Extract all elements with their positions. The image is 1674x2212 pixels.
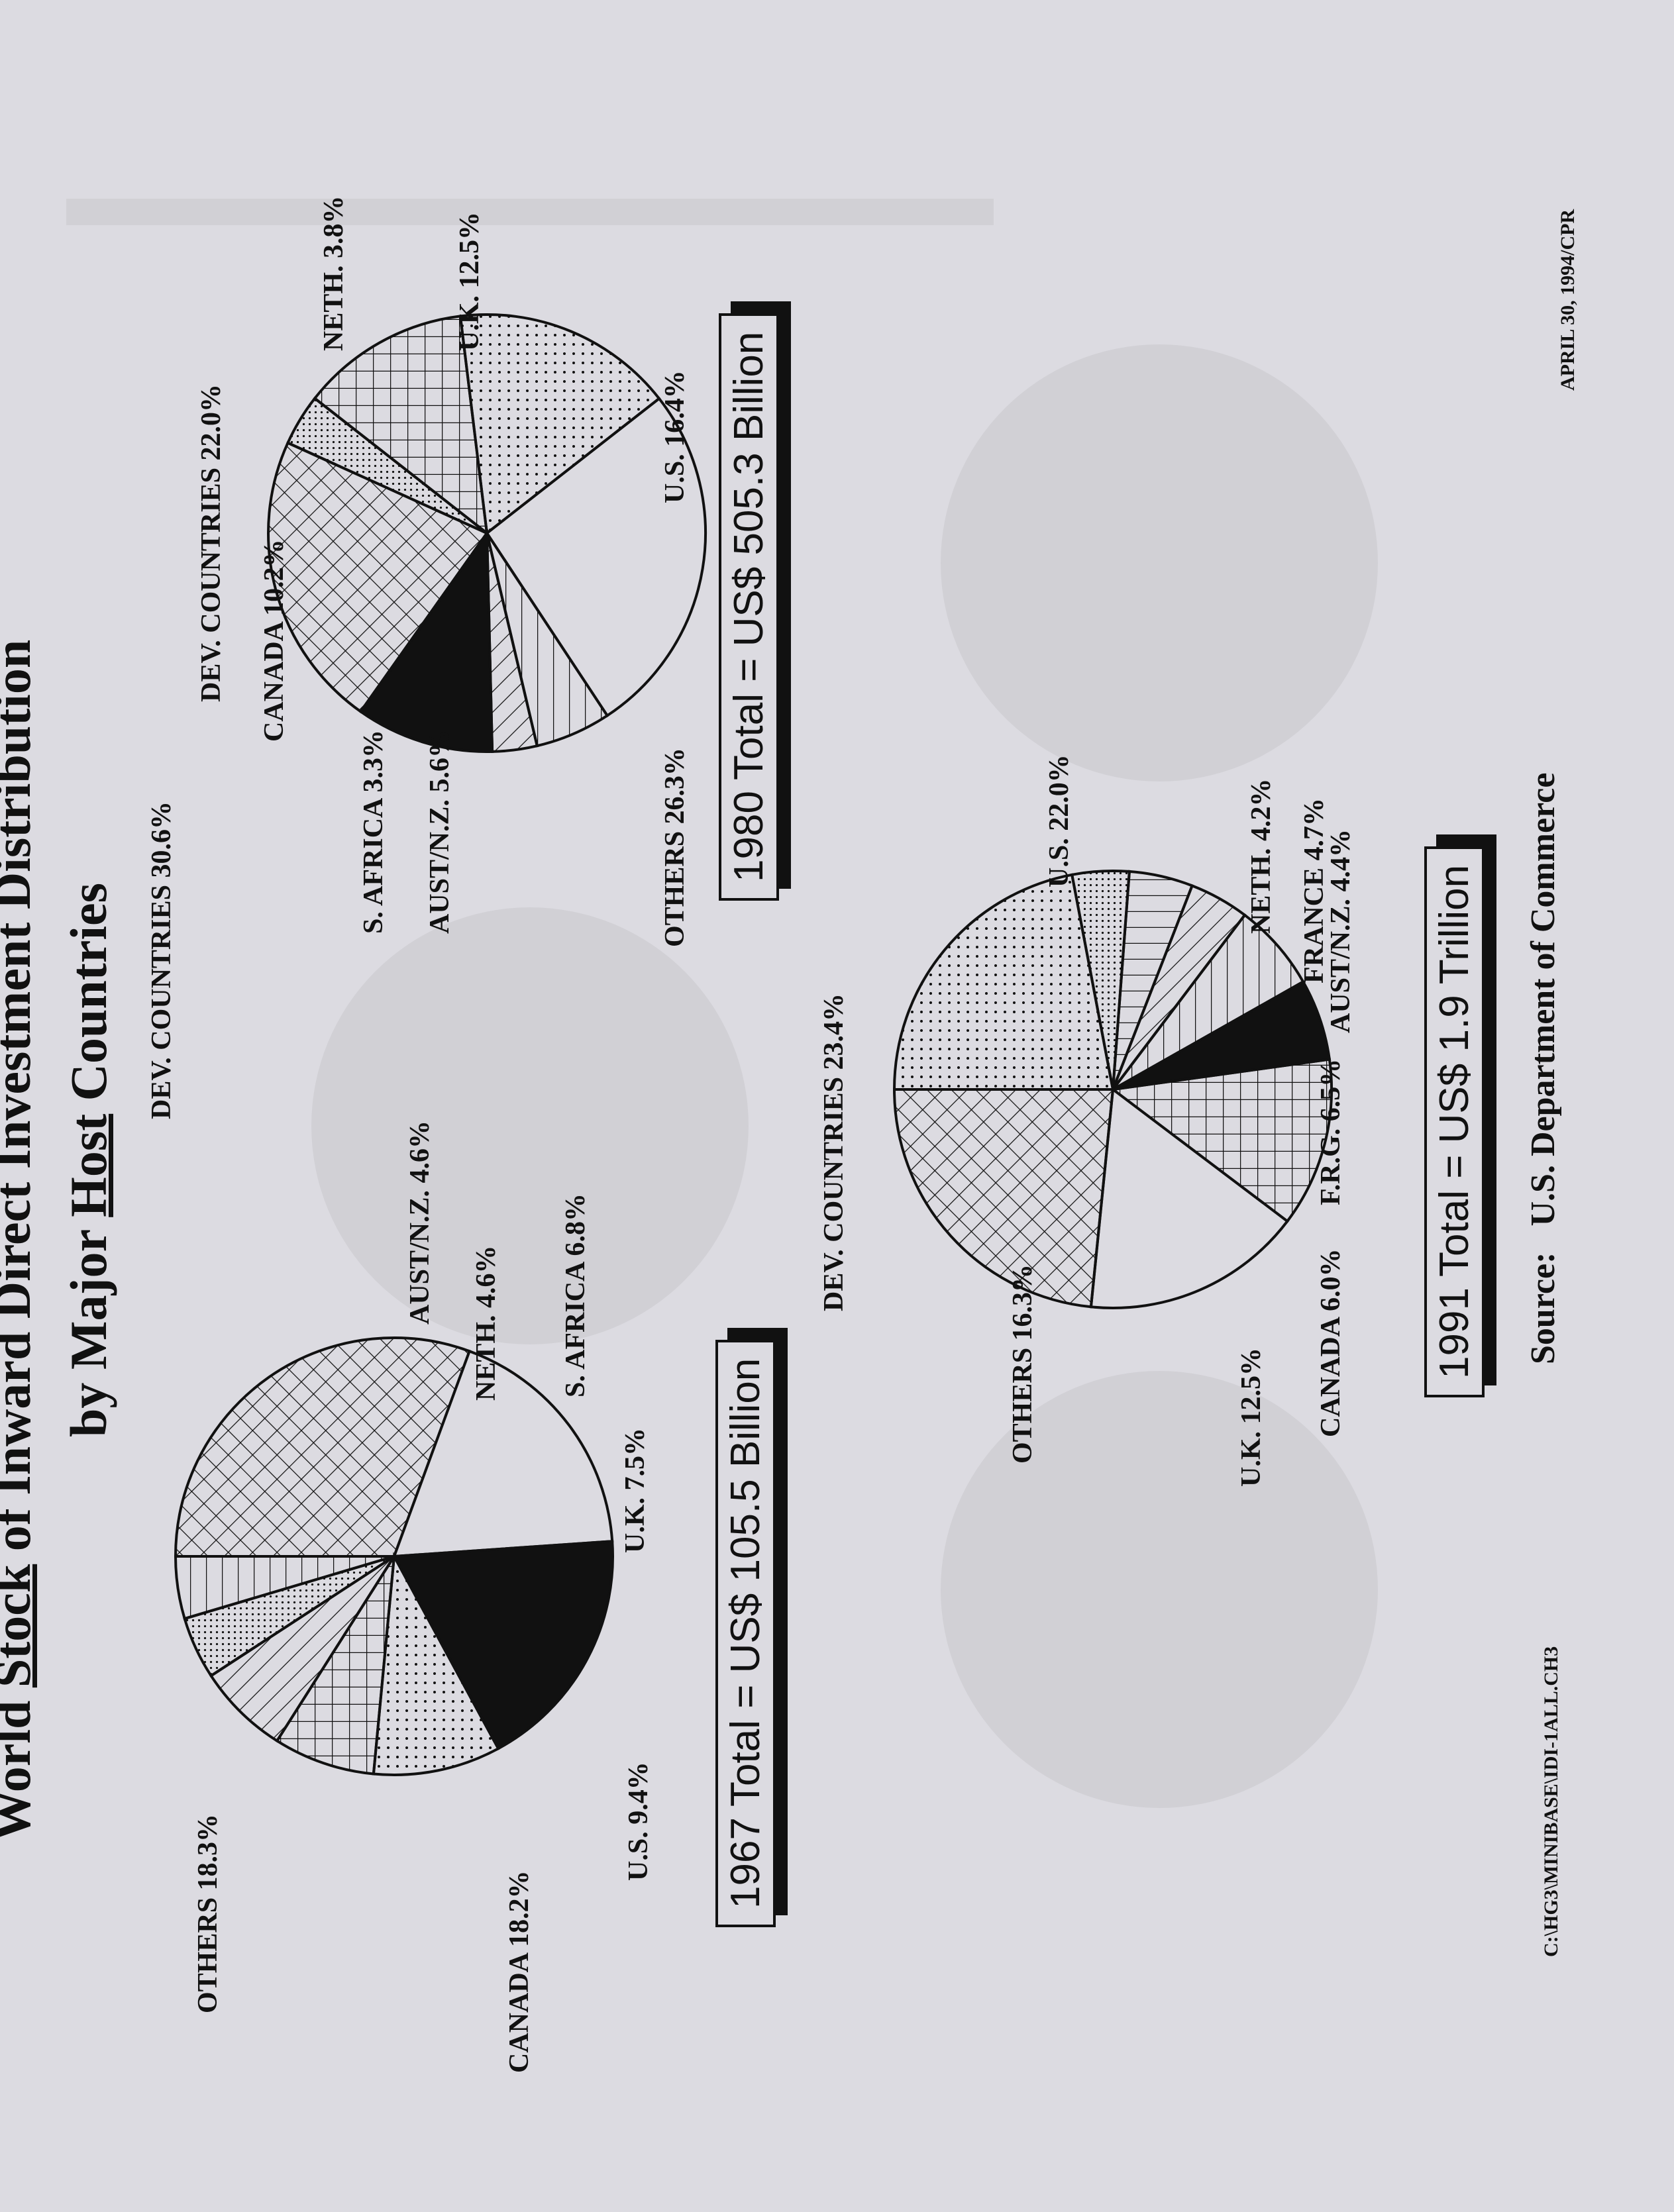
pie-slice-u-k [1109,1058,1334,1223]
total-box-1967: 1967 Total = US$ 105.5 Billion [715,1339,776,1927]
pie-slice-others [392,1349,614,1558]
label-1967-others: OTHERS 18.3% [193,1813,223,2013]
label-1980-aust-nz: AUST/N.Z. 5.6% [425,729,455,934]
label-1980-s-africa: S. AFRICA 3.3% [358,729,389,934]
subtitle-underlined-word: Host [60,1113,117,1217]
label-1967-s-africa: S. AFRICA 6.8% [560,1193,591,1397]
label-1991-aust-nz: AUST/N.Z. 4.4% [1326,829,1356,1033]
source-label: Source: [1524,1252,1562,1364]
pie-1980-slices [267,313,707,753]
pie-slice-f-r-g [1112,913,1305,1091]
label-1967-neth: NETH. 4.6% [471,1245,501,1401]
label-1991-frg: F.R.G. 6.5% [1316,1058,1346,1205]
label-1991-us: U.S. 22.0% [1044,754,1074,887]
label-1980-uk: U.K. 12.5% [454,212,485,351]
pie-slice-others [1089,1087,1290,1309]
pie-slice-canada [392,1540,614,1750]
pie-slice-u-s [892,873,1115,1091]
pie-slice-dev-countries [892,1088,1115,1309]
pie-slice-u-k [275,1555,395,1776]
label-1980-canada: CANADA 10.2% [259,539,289,742]
label-1980-us: U.S. 16.4% [660,370,690,503]
label-1980-others: OTHERS 26.3% [660,747,690,947]
file-path: C:\HG3\MINIBASE\IDI-1ALL.CH3 [1540,1646,1562,1957]
pie-slice-canada [358,528,494,753]
total-box-1991: 1991 Total = US$ 1.9 Trillion [1424,846,1485,1397]
pie-1991-slices [892,869,1334,1309]
subtitle-text: by Major [60,1217,117,1437]
pie-slice-u-s [458,313,661,536]
label-1991-others: OTHERS 16.3% [1008,1264,1038,1464]
label-1967-dev-countries: DEV. COUNTRIES 30.6% [146,801,177,1119]
pie-slice-dev-countries [267,441,490,714]
pie-slice-u-s [372,1552,500,1776]
page-subtitle: by Major Host Countries [60,882,117,1437]
pie-slice-others [485,396,707,718]
pie-chart-1980 [267,313,707,753]
source-line: Source: U.S. Department of Commerce [1524,773,1563,1364]
title-underlined-word: Stock [0,1564,41,1688]
source-value: U.S. Department of Commerce [1524,772,1562,1227]
label-1967-aust-nz: AUST/N.Z. 4.6% [405,1120,435,1325]
label-1980-dev-countries: DEV. COUNTRIES 22.0% [196,384,227,702]
subtitle-text-rest: Countries [60,882,117,1114]
pie-slice-canada [1112,980,1332,1091]
pie-chart-1991 [892,869,1334,1309]
pie-slice-dev-countries [174,1336,472,1558]
pie-slice-u-k [313,315,489,536]
label-1991-uk: U.K. 12.5% [1236,1348,1267,1487]
label-1991-dev-countries: DEV. COUNTRIES 23.4% [819,993,849,1311]
label-1980-neth: NETH. 3.8% [319,195,349,351]
label-1991-canada: CANADA 6.0% [1316,1248,1346,1437]
label-1967-us: U.S. 9.4% [623,1762,654,1881]
title-text-rest: of Inward Direct Investment Distribution [0,639,41,1552]
label-1967-canada: CANADA 18.2% [504,1870,535,2073]
title-text: World [0,1700,41,1841]
label-1991-neth: NETH. 4.2% [1246,778,1277,934]
pie-slice-aust-n-z [174,1555,395,1621]
page-title: World Stock of Inward Direct Investment … [0,639,41,1841]
pie-chart-1967 [174,1336,614,1776]
total-box-1980: 1980 Total = US$ 505.3 Billion [719,313,779,901]
pie-slice-s-africa [209,1555,395,1743]
pie-1967-slices [174,1336,614,1776]
date-stamp: APRIL 30, 1994/CPR [1557,209,1579,391]
label-1967-uk: U.K. 7.5% [620,1428,651,1553]
